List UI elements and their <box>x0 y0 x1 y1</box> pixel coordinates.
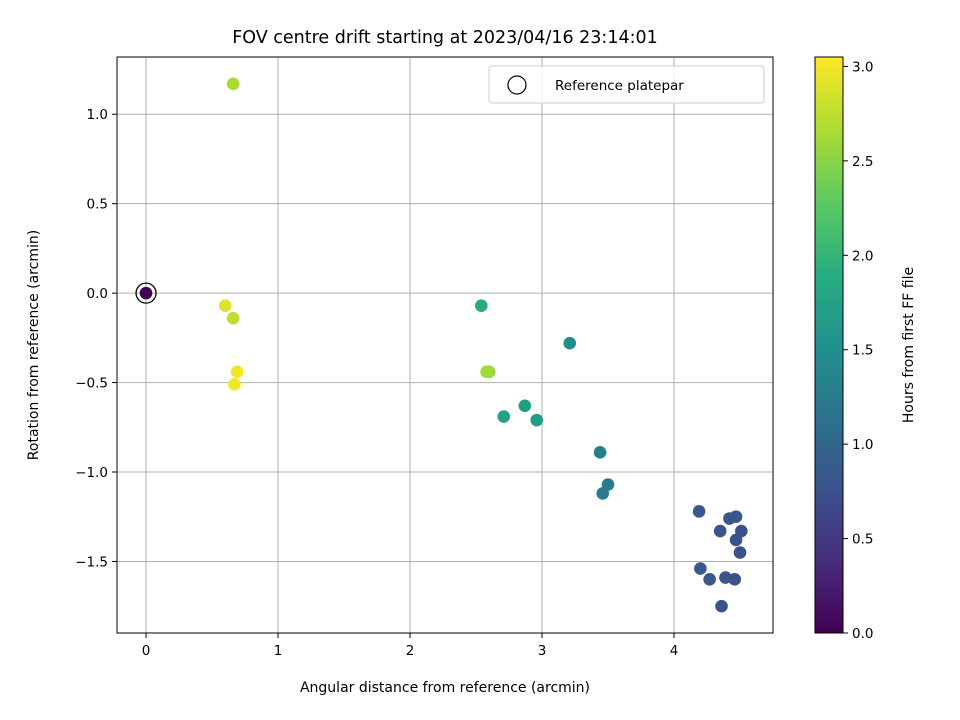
x-axis-ticks: 0 1 2 3 4 <box>142 633 679 659</box>
colorbar-tick-label: 1.0 <box>852 437 873 453</box>
data-point <box>715 599 728 613</box>
reference-platepar-marker <box>135 282 157 304</box>
x-tick-label: 3 <box>538 643 547 659</box>
plot-frame <box>116 56 774 634</box>
data-point <box>480 365 493 379</box>
data-point <box>593 446 607 459</box>
y-tick-label: 1.0 <box>87 107 108 123</box>
x-axis-label: Angular distance from reference (arcmin) <box>300 680 590 696</box>
colorbar-tick-label: 1.5 <box>852 343 873 359</box>
colorbar-tick-label: 3.0 <box>852 59 873 75</box>
legend-entry-reference: Reference platepar <box>555 78 684 94</box>
colorbar-tick-label: 0.0 <box>852 626 873 642</box>
data-point <box>733 546 747 559</box>
data-point <box>596 487 610 500</box>
chart-title: FOV centre drift starting at 2023/04/16 … <box>232 28 658 48</box>
x-tick-label: 2 <box>406 643 415 659</box>
data-point <box>729 510 743 524</box>
data-point <box>226 311 240 325</box>
data-point <box>226 77 240 91</box>
data-point <box>230 365 244 379</box>
colorbar-tick-label: 0.5 <box>852 532 873 548</box>
y-tick-label: 0.0 <box>87 286 108 302</box>
x-tick-label: 1 <box>274 643 283 659</box>
data-point <box>692 505 706 518</box>
y-tick-label: −1.0 <box>75 465 108 481</box>
x-tick-label: 4 <box>670 643 679 659</box>
y-tick-label: −0.5 <box>75 376 108 392</box>
y-axis-ticks: 1.0 0.5 0.0 −0.5 −1.0 −1.5 <box>75 107 117 570</box>
colorbar <box>814 56 844 634</box>
x-tick-label: 0 <box>142 643 151 659</box>
legend-box <box>488 65 765 104</box>
colorbar-label: Hours from first FF file <box>901 267 917 423</box>
legend-marker-reference <box>507 75 527 95</box>
legend: Reference platepar <box>488 65 765 104</box>
colorbar-ticks: 0.0 0.5 1.0 1.5 2.0 2.5 3.0 <box>843 59 873 642</box>
data-point <box>713 524 727 538</box>
grid <box>117 57 773 633</box>
y-tick-label: 0.5 <box>87 197 108 213</box>
colorbar-tick-label: 2.5 <box>852 154 873 170</box>
y-tick-label: −1.5 <box>75 554 108 570</box>
data-points <box>135 77 748 613</box>
data-point <box>139 286 153 300</box>
data-point <box>218 299 232 312</box>
data-point <box>530 413 544 427</box>
data-point <box>703 573 716 586</box>
data-point <box>728 573 742 586</box>
colorbar-tick-label: 2.0 <box>852 248 873 264</box>
data-point <box>474 299 488 312</box>
y-axis-label: Rotation from reference (arcmin) <box>26 230 42 460</box>
data-point <box>518 399 532 413</box>
data-point <box>694 562 707 575</box>
data-point <box>228 378 241 391</box>
data-point <box>729 533 743 547</box>
data-point <box>563 336 577 350</box>
data-point <box>497 410 511 423</box>
